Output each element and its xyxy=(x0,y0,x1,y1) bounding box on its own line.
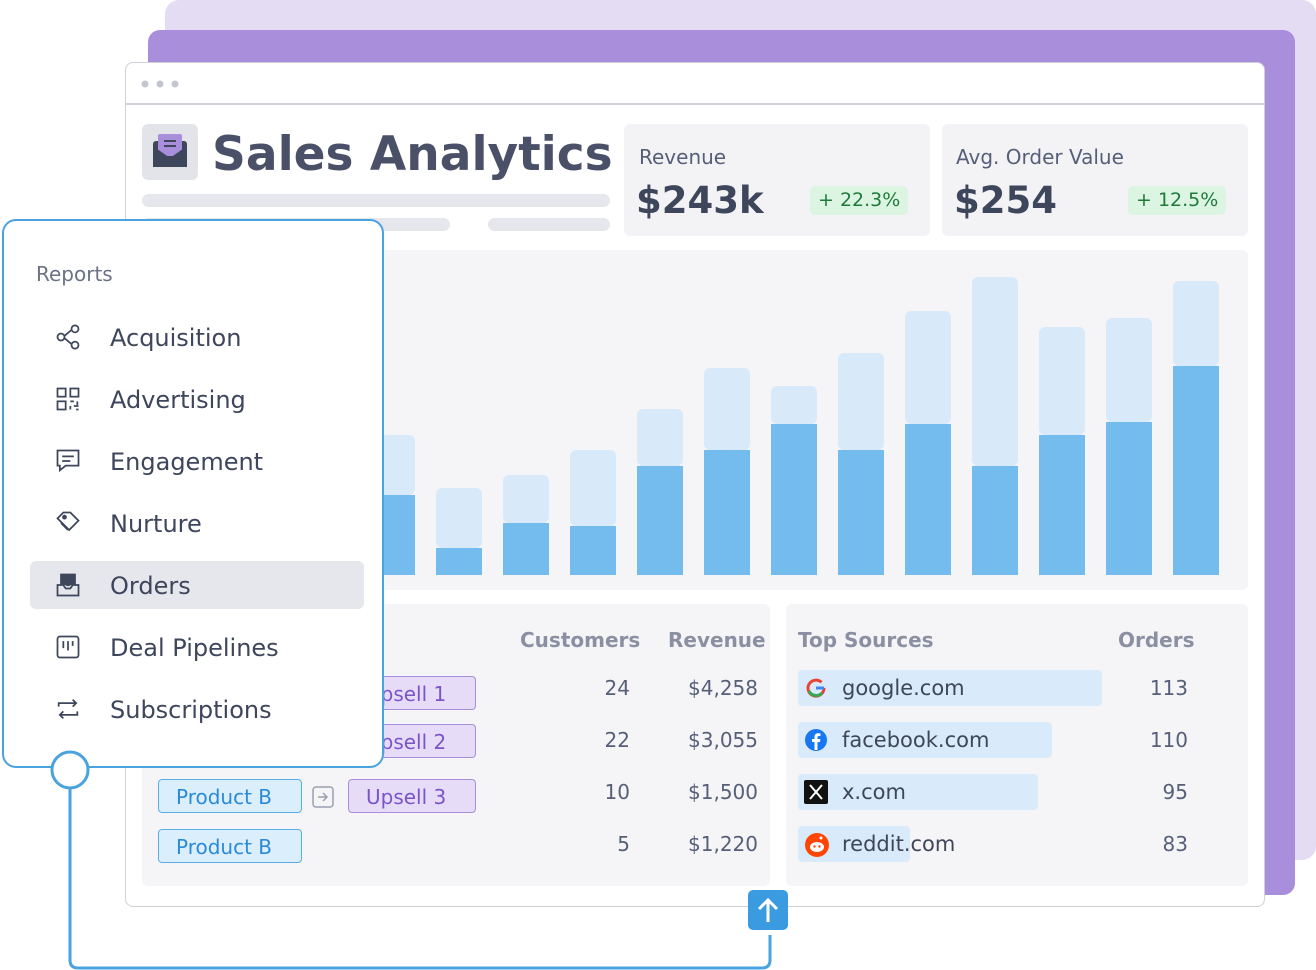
bar-segment xyxy=(972,277,1018,466)
window-dots xyxy=(141,80,179,88)
bar-segment xyxy=(838,353,884,450)
bar-segment xyxy=(1039,327,1085,435)
product-chip: Product B xyxy=(158,779,302,813)
bar-segment xyxy=(503,523,549,575)
bar-segment xyxy=(1106,318,1152,422)
orders-cell: 83 xyxy=(1162,832,1188,856)
bar-segment xyxy=(771,386,817,424)
bar-segment xyxy=(771,424,817,575)
revenue-cell: $3,055 xyxy=(688,728,758,752)
connector xyxy=(50,750,788,970)
menu-label: Orders xyxy=(110,572,191,600)
bar-segment xyxy=(570,450,616,526)
menu-item[interactable]: Orders xyxy=(30,561,364,609)
kpi-value: $243k xyxy=(636,179,764,222)
menu-item[interactable]: Subscriptions xyxy=(30,685,364,733)
source-bar xyxy=(798,722,1052,758)
menu-label: Nurture xyxy=(110,510,202,538)
menu-icon xyxy=(56,449,80,473)
customers-cell: 5 xyxy=(617,832,630,856)
source-bar xyxy=(798,774,1038,810)
menu-label: Deal Pipelines xyxy=(110,634,279,662)
menu-icon xyxy=(56,511,80,532)
menu-icon xyxy=(57,699,79,719)
source-name: facebook.com xyxy=(842,728,990,752)
x-icon xyxy=(804,780,828,804)
revenue-cell: $1,500 xyxy=(688,780,758,804)
menu-label: Advertising xyxy=(110,386,246,414)
reports-menu: Reports Acquisition Advertising Engagement… xyxy=(2,219,384,768)
column-header: Orders xyxy=(1118,628,1195,652)
bar-segment xyxy=(704,368,750,450)
column-header: Customers xyxy=(520,628,641,652)
column-header: Top Sources xyxy=(798,628,934,652)
google-icon xyxy=(806,678,826,698)
menu-item[interactable]: Engagement xyxy=(30,437,364,485)
customers-cell: 24 xyxy=(604,676,630,700)
bar-segment xyxy=(972,466,1018,575)
revenue-cell: $4,258 xyxy=(688,676,758,700)
reddit-icon xyxy=(805,833,829,857)
bar-segment xyxy=(436,548,482,575)
app-icon xyxy=(142,124,198,180)
facebook-icon xyxy=(805,729,827,751)
bar-segment xyxy=(905,424,951,575)
bar-segment xyxy=(436,488,482,548)
source-name: reddit.com xyxy=(842,832,956,856)
kpi-card: Revenue $243k + 22.3% xyxy=(624,124,930,236)
menu-label: Engagement xyxy=(110,448,264,476)
kpi-value: $254 xyxy=(954,179,1057,222)
bar-segment xyxy=(1106,422,1152,575)
bar-segment xyxy=(1173,366,1219,575)
column-header: Revenue xyxy=(668,628,766,652)
kpi-card: Avg. Order Value $254 + 12.5% xyxy=(942,124,1248,236)
kpi-change: + 22.3% xyxy=(810,186,909,215)
customers-cell: 22 xyxy=(604,728,630,752)
bar-segment xyxy=(905,311,951,424)
title-bar-line xyxy=(126,103,1264,105)
bar-segment xyxy=(704,450,750,575)
menu-label: Acquisition xyxy=(110,324,242,352)
menu-icon xyxy=(56,573,80,597)
bar-segment xyxy=(838,450,884,575)
kpi-label: Revenue xyxy=(639,145,727,169)
bar-segment xyxy=(503,475,549,523)
orders-cell: 95 xyxy=(1162,780,1188,804)
menu-heading: Reports xyxy=(36,262,113,286)
menu-label: Subscriptions xyxy=(110,696,272,724)
bar-segment xyxy=(637,409,683,466)
menu-item[interactable]: Deal Pipelines xyxy=(30,623,364,671)
source-bar xyxy=(798,670,1102,706)
kpi-change: + 12.5% xyxy=(1128,186,1227,215)
menu-icon xyxy=(56,635,80,659)
placeholder xyxy=(142,194,610,207)
upsell-chip: Upsell 3 xyxy=(348,779,476,813)
menu-item[interactable]: Acquisition xyxy=(30,313,364,361)
source-name: x.com xyxy=(842,780,906,804)
kpi-label: Avg. Order Value xyxy=(956,145,1124,169)
customers-cell: 10 xyxy=(604,780,630,804)
arrow-icon xyxy=(312,786,334,808)
menu-icon xyxy=(56,324,80,350)
orders-cell: 110 xyxy=(1149,728,1188,752)
menu-icon xyxy=(56,387,80,411)
orders-cell: 113 xyxy=(1149,676,1188,700)
revenue-cell: $1,220 xyxy=(688,832,758,856)
bar-segment xyxy=(1173,281,1219,366)
menu-item[interactable]: Nurture xyxy=(30,499,364,547)
placeholder xyxy=(488,218,610,231)
product-chip: Product B xyxy=(158,829,302,863)
bar-segment xyxy=(1039,435,1085,575)
bar-segment xyxy=(570,526,616,575)
bar-segment xyxy=(637,466,683,575)
page-title: Sales Analytics xyxy=(212,127,613,182)
menu-item[interactable]: Advertising xyxy=(30,375,364,423)
source-name: google.com xyxy=(842,676,965,700)
